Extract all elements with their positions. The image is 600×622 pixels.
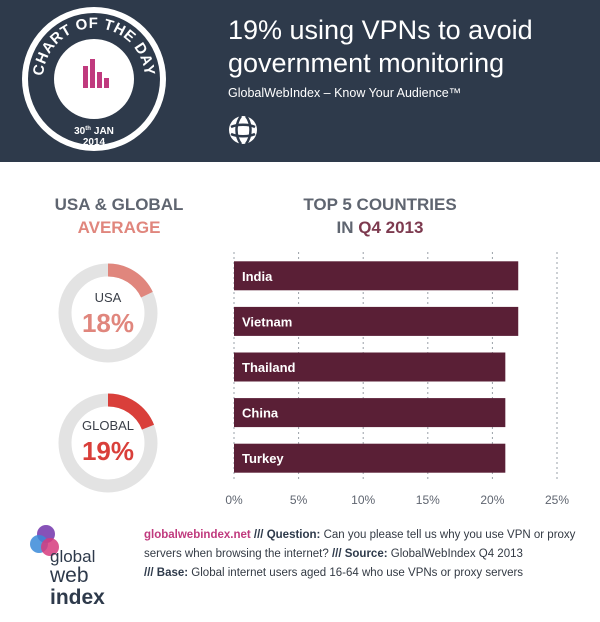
usa-donut-value: 18% [81, 308, 135, 338]
bar-chart-icon [83, 59, 109, 88]
footer-site-link[interactable]: globalwebindex.net [144, 529, 251, 541]
badge-date-day: 30 [74, 126, 86, 137]
right-heading-line1: TOP 5 COUNTRIES [303, 195, 457, 214]
x-tick-label: 10% [351, 493, 375, 507]
footer-question-text: Can you please tell us why you use VPN o… [144, 529, 576, 560]
left-heading-line1: USA & GLOBAL [54, 195, 184, 214]
footer-source-text: GlobalWebIndex Q4 2013 [387, 548, 523, 560]
footer-base-label: Base: [156, 567, 189, 579]
bar-label: China [242, 406, 279, 421]
usa-donut-label: USA [94, 290, 122, 305]
bar-turkey [234, 443, 506, 473]
left-panel-heading: USA & GLOBAL AVERAGE [20, 193, 218, 239]
countries-bar-chart: 0% 5% 10% 15% 20% 25% India Vietnam Thailand Chin… [225, 252, 569, 507]
footer-notes: globalwebindex.net /// Question: Can you… [144, 526, 590, 583]
bar-label: Turkey [242, 451, 284, 466]
logo-line1: global [50, 547, 95, 566]
logo-line3: index [50, 586, 105, 609]
globe-icon [229, 115, 257, 145]
badge-date-year: 2014 [83, 137, 106, 148]
global-donut-arc [107, 393, 155, 430]
chart-of-the-day-badge: CHART OF THE DAY 30th JAN 2014 [22, 7, 166, 151]
x-tick-label: 0% [225, 493, 243, 507]
x-tick-label: 20% [480, 493, 504, 507]
global-donut-chart [58, 393, 158, 493]
usa-donut-arc [107, 263, 153, 298]
footer-question-label: Question: [266, 529, 321, 541]
right-panel-heading: TOP 5 COUNTRIES IN Q4 2013 [235, 193, 525, 239]
badge-date-month: JAN [94, 126, 114, 137]
bar-label: Vietnam [242, 314, 292, 329]
bar-china [234, 398, 506, 428]
page-title-line2: government monitoring [228, 48, 505, 78]
bar-india [234, 261, 519, 291]
logo-line2: web [49, 564, 89, 587]
global-donut-label: GLOBAL [81, 418, 135, 433]
x-tick-label: 25% [545, 493, 569, 507]
usa-donut-chart [58, 263, 158, 363]
footer-source-label: Source: [344, 548, 388, 560]
right-heading-line2-prefix: IN [336, 218, 359, 237]
bar-label: India [242, 269, 273, 284]
footer-sep-2: /// [328, 548, 345, 560]
header-banner: CHART OF THE DAY 30th JAN 2014 19% using … [0, 0, 600, 162]
page-subtitle: GlobalWebIndex – Know Your Audience™ [228, 86, 462, 100]
x-tick-label: 15% [416, 493, 440, 507]
x-tick-label: 5% [290, 493, 308, 507]
footer-base-text: Global internet users aged 16-64 who use… [188, 567, 524, 579]
badge-date-suffix: th [85, 126, 91, 132]
global-donut-value: 19% [81, 436, 135, 466]
bar-thailand [234, 352, 506, 382]
page-title: 19% using VPNs to avoid government monit… [228, 14, 588, 80]
footer-sep-3: /// [144, 567, 157, 579]
page-title-line1: 19% using VPNs to avoid [228, 15, 533, 45]
right-heading-line2-highlight: Q4 2013 [358, 218, 424, 237]
left-heading-line2: AVERAGE [77, 218, 161, 237]
bar-label: Thailand [242, 360, 296, 375]
bar-vietnam [234, 306, 519, 336]
footer-sep-1: /// [250, 529, 267, 541]
globalwebindex-logo: global web index [30, 525, 105, 609]
